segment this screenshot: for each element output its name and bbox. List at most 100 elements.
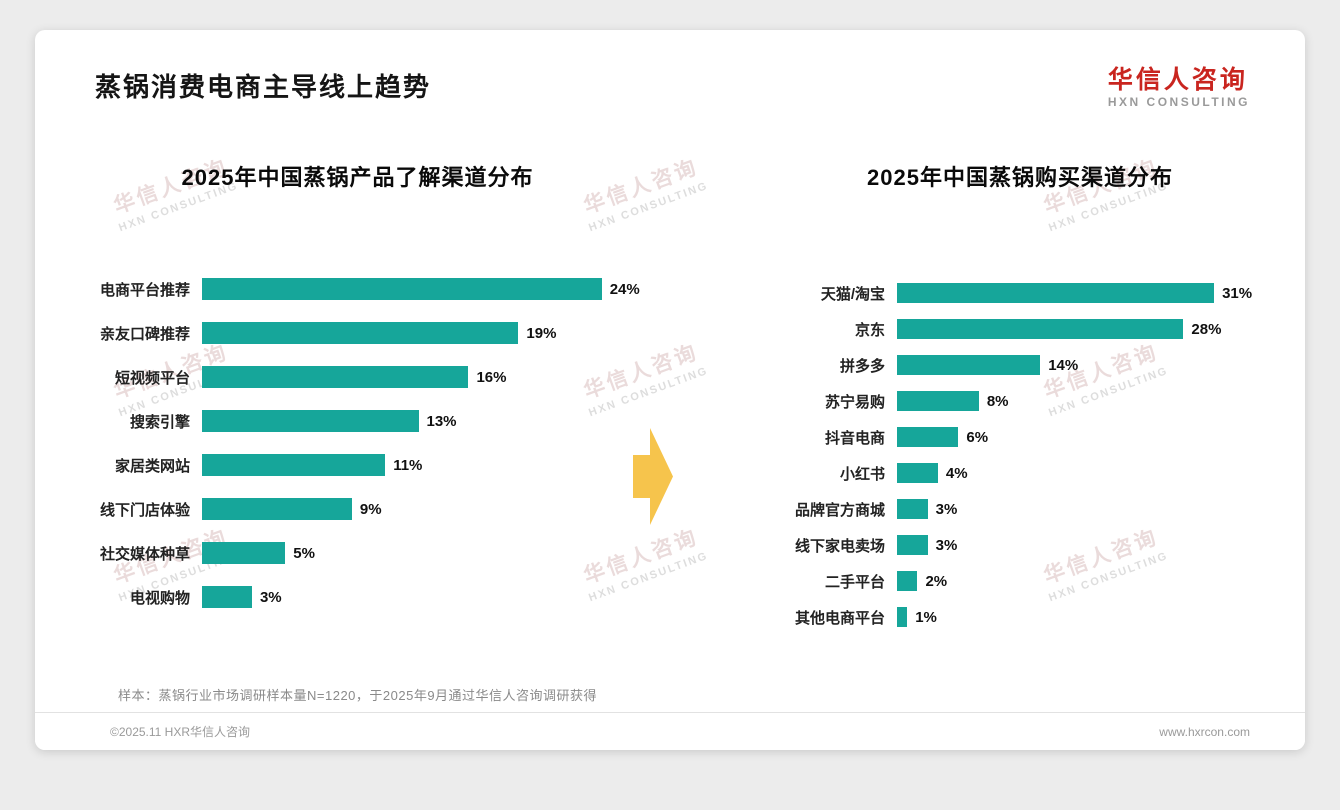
sample-note: 样本：蒸锅行业市场调研样本量N=1220，于2025年9月通过华信人咨询调研获得	[118, 688, 598, 703]
bar-track: 11%	[202, 454, 635, 476]
bar-track: 31%	[897, 283, 1255, 303]
bar-track: 14%	[897, 355, 1255, 375]
bar-row: 家居类网站 11%	[80, 443, 635, 487]
bar-label: 苏宁易购	[824, 393, 885, 411]
bar-row: 京东 28%	[785, 311, 1255, 347]
bar	[897, 355, 1041, 375]
bar-label: 线下家电卖场	[794, 537, 885, 555]
bar-row: 抖音电商 6%	[785, 419, 1255, 455]
bar-row: 社交媒体种草 5%	[80, 531, 635, 575]
bar-label: 抖音电商	[824, 429, 885, 447]
bar	[202, 586, 252, 608]
bar	[897, 283, 1215, 303]
bar-track: 13%	[202, 410, 635, 432]
bar-track: 19%	[202, 322, 635, 344]
bar	[897, 463, 938, 483]
bar-row: 二手平台 2%	[785, 563, 1255, 599]
bar	[897, 607, 908, 627]
bar-row: 短视频平台 16%	[80, 355, 635, 399]
bar	[202, 410, 419, 432]
bar-value: 3%	[935, 500, 958, 518]
bar-label: 二手平台	[824, 573, 885, 591]
bar-label: 社交媒体种草	[99, 545, 190, 563]
bar-label: 京东	[854, 321, 885, 339]
bar	[202, 366, 469, 388]
bar-value: 2%	[925, 572, 948, 590]
arrow-right-icon	[633, 428, 673, 525]
bar-value: 9%	[359, 500, 382, 518]
bar	[202, 322, 519, 344]
bar-track: 9%	[202, 498, 635, 520]
charts-area: 2025年中国蒸锅产品了解渠道分布 电商平台推荐 24% 亲友口碑推荐 19% 短视频平…	[35, 163, 1305, 635]
bar	[202, 454, 386, 476]
bar-row: 搜索引擎 13%	[80, 399, 635, 443]
bar-label: 拼多多	[839, 357, 885, 375]
bar	[897, 319, 1184, 339]
bar-track: 4%	[897, 463, 1255, 483]
bar	[897, 499, 928, 519]
bar-value: 3%	[259, 588, 282, 606]
bar-label: 搜索引擎	[129, 413, 190, 431]
bar-value: 19%	[526, 324, 557, 342]
bar-value: 13%	[426, 412, 457, 430]
bar-row: 电视购物 3%	[80, 575, 635, 619]
bar-track: 6%	[897, 427, 1255, 447]
bar-label: 电视购物	[129, 589, 190, 607]
bar-track: 16%	[202, 366, 635, 388]
bar-row: 其他电商平台 1%	[785, 599, 1255, 635]
bar-track: 24%	[202, 278, 640, 300]
bar-track: 3%	[897, 535, 1255, 555]
bar-row: 线下门店体验 9%	[80, 487, 635, 531]
bar-label: 天猫/淘宝	[820, 285, 885, 303]
bar-value: 4%	[945, 464, 968, 482]
bar	[202, 542, 286, 564]
awareness-channel-chart: 2025年中国蒸锅产品了解渠道分布 电商平台推荐 24% 亲友口碑推荐 19% 短视频平…	[80, 163, 640, 619]
bar-value: 6%	[966, 428, 989, 446]
bar-track: 5%	[202, 542, 635, 564]
bar-value: 14%	[1048, 356, 1079, 374]
brand-logo: 华信人咨询 HXN CONSULTING	[1108, 66, 1250, 109]
bar-rows: 电商平台推荐 24% 亲友口碑推荐 19% 短视频平台 16% 搜索引擎 13% 家居类网站 11…	[80, 267, 640, 619]
bar-row: 小红书 4%	[785, 455, 1255, 491]
bar-row: 天猫/淘宝 31%	[785, 275, 1255, 311]
bar	[897, 427, 959, 447]
bar-row: 电商平台推荐 24%	[80, 267, 640, 311]
website-url: www.hxrcon.com	[1159, 724, 1250, 739]
bar-label: 线下门店体验	[99, 501, 190, 519]
bar-track: 3%	[897, 499, 1255, 519]
page-title: 蒸锅消费电商主导线上趋势	[95, 72, 432, 102]
bar-value: 16%	[476, 368, 507, 386]
brand-logo-en: HXN CONSULTING	[1107, 95, 1250, 109]
bar-row: 线下家电卖场 3%	[785, 527, 1255, 563]
bar-label: 品牌官方商城	[794, 501, 885, 519]
footer: ©2025.11 HXR华信人咨询 www.hxrcon.com	[35, 712, 1305, 750]
purchase-channel-chart: 2025年中国蒸锅购买渠道分布 天猫/淘宝 31% 京东 28% 拼多多 14% 苏宁易购 8…	[785, 163, 1255, 635]
bar-value: 5%	[293, 544, 315, 562]
bar-label: 电商平台推荐	[99, 281, 190, 299]
copyright-text: ©2025.11 HXR华信人咨询	[110, 725, 250, 739]
bar-label: 亲友口碑推荐	[99, 325, 190, 343]
bar-label: 短视频平台	[114, 369, 190, 387]
bar-value: 28%	[1191, 320, 1222, 338]
bar-value: 31%	[1222, 284, 1253, 302]
brand-logo-cn: 华信人咨询	[1107, 66, 1248, 94]
bar-label: 小红书	[839, 465, 885, 483]
bar-track: 2%	[897, 571, 1255, 591]
bar-label: 家居类网站	[114, 457, 190, 475]
header: 蒸锅消费电商主导线上趋势 华信人咨询 HXN CONSULTING	[35, 30, 1305, 109]
bar-row: 苏宁易购 8%	[785, 383, 1255, 419]
bar	[897, 391, 979, 411]
bar-value: 8%	[986, 392, 1009, 410]
bar-value: 24%	[609, 280, 640, 298]
bar-track: 1%	[897, 607, 1255, 627]
bar-track: 8%	[897, 391, 1255, 411]
bar	[897, 571, 918, 591]
bar	[897, 535, 928, 555]
bar-label: 其他电商平台	[794, 609, 885, 627]
chart-title: 2025年中国蒸锅产品了解渠道分布	[181, 165, 534, 190]
chart-title: 2025年中国蒸锅购买渠道分布	[867, 165, 1173, 190]
bar-value: 1%	[915, 608, 937, 626]
bar-track: 3%	[202, 586, 635, 608]
bar-row: 拼多多 14%	[785, 347, 1255, 383]
bar	[202, 278, 602, 300]
